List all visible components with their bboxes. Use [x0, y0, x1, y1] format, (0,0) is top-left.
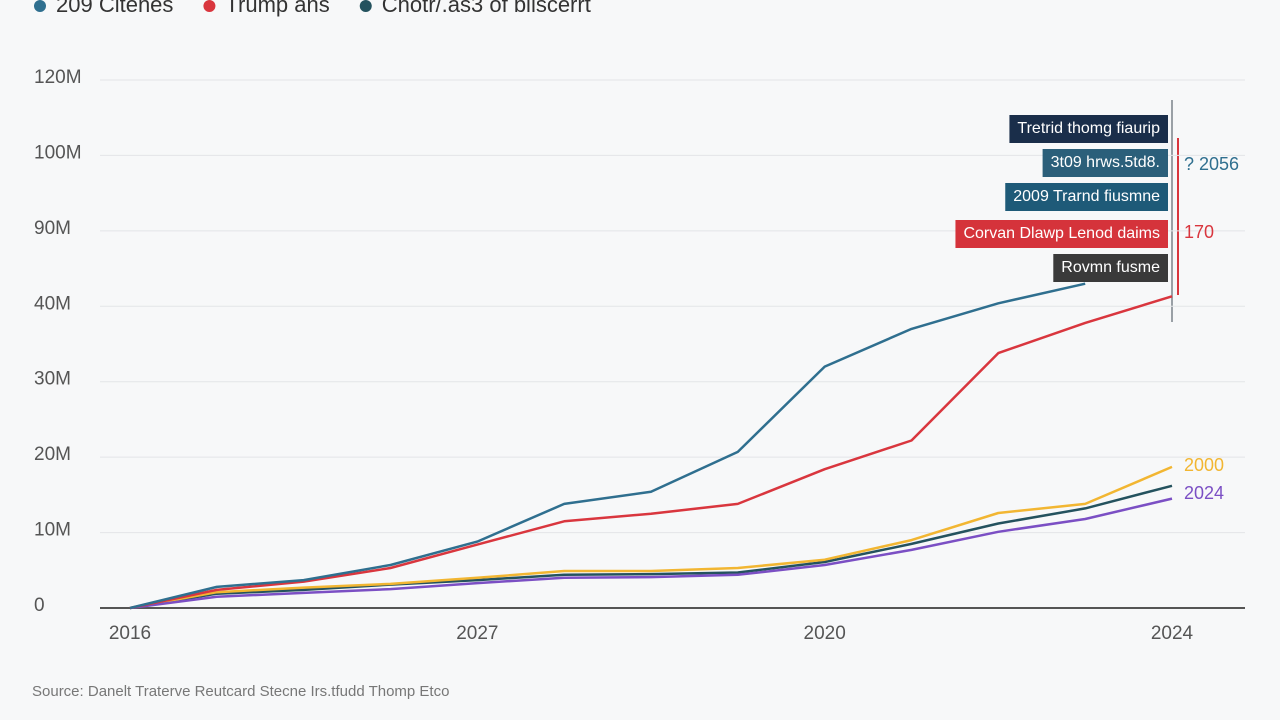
source-note: Source: Danelt Traterve Reutcard Stecne …	[32, 683, 449, 700]
y-tick-label: 40M	[34, 293, 71, 314]
callout-text: 3t09 hrws.5td8.	[1051, 154, 1160, 171]
end-label: ? 2056	[1184, 154, 1239, 174]
callout-text: Rovmn fusme	[1061, 259, 1160, 276]
callout: 3t09 hrws.5td8.	[1042, 149, 1168, 177]
y-tick-label: 120M	[34, 67, 82, 88]
series-line	[129, 465, 1173, 610]
callout: Rovmn fusme	[1053, 254, 1168, 282]
legend-label: Chotr/.as3 of bilscerrt	[382, 0, 591, 17]
callout: 2009 Trarnd fiusmne	[1005, 183, 1168, 211]
callout-box	[1042, 149, 1168, 177]
series-line	[129, 484, 1173, 610]
y-tick-label: 20M	[34, 444, 71, 465]
y-tick-label: 10M	[34, 520, 71, 541]
callout-text: Corvan Dlawp Lenod daims	[963, 225, 1160, 242]
end-label: 170	[1184, 222, 1214, 242]
x-tick-label: 2020	[804, 623, 846, 644]
y-tick-label: 30M	[34, 369, 71, 390]
callout-text: Tretrid thomg fiaurip	[1017, 120, 1160, 137]
legend-label: Trump ans	[225, 0, 329, 17]
legend-label: 209 Cltenes	[56, 0, 173, 17]
y-tick-label: 90M	[34, 218, 71, 239]
end-label: 2024	[1184, 483, 1224, 503]
legend-marker	[359, 0, 372, 12]
legend-marker	[203, 0, 216, 12]
callout: Corvan Dlawp Lenod daims	[955, 220, 1168, 248]
callout-text: 2009 Trarnd fiusmne	[1013, 188, 1160, 205]
series-line	[129, 497, 1173, 610]
y-tick-label: 100M	[34, 142, 82, 163]
callout-box	[1053, 254, 1168, 282]
y-tick-label: 0	[34, 595, 45, 616]
x-tick-label: 2016	[109, 623, 151, 644]
callout-box	[1009, 115, 1168, 143]
callout: Tretrid thomg fiaurip	[1009, 115, 1168, 143]
legend-marker	[34, 0, 46, 12]
end-label: 2000	[1184, 455, 1224, 475]
x-tick-label: 2024	[1151, 623, 1194, 644]
series-line	[129, 295, 1173, 610]
x-tick-label: 2027	[456, 623, 498, 644]
series-line	[129, 282, 1086, 610]
callout-box	[955, 220, 1168, 248]
callout-box	[1005, 183, 1168, 211]
